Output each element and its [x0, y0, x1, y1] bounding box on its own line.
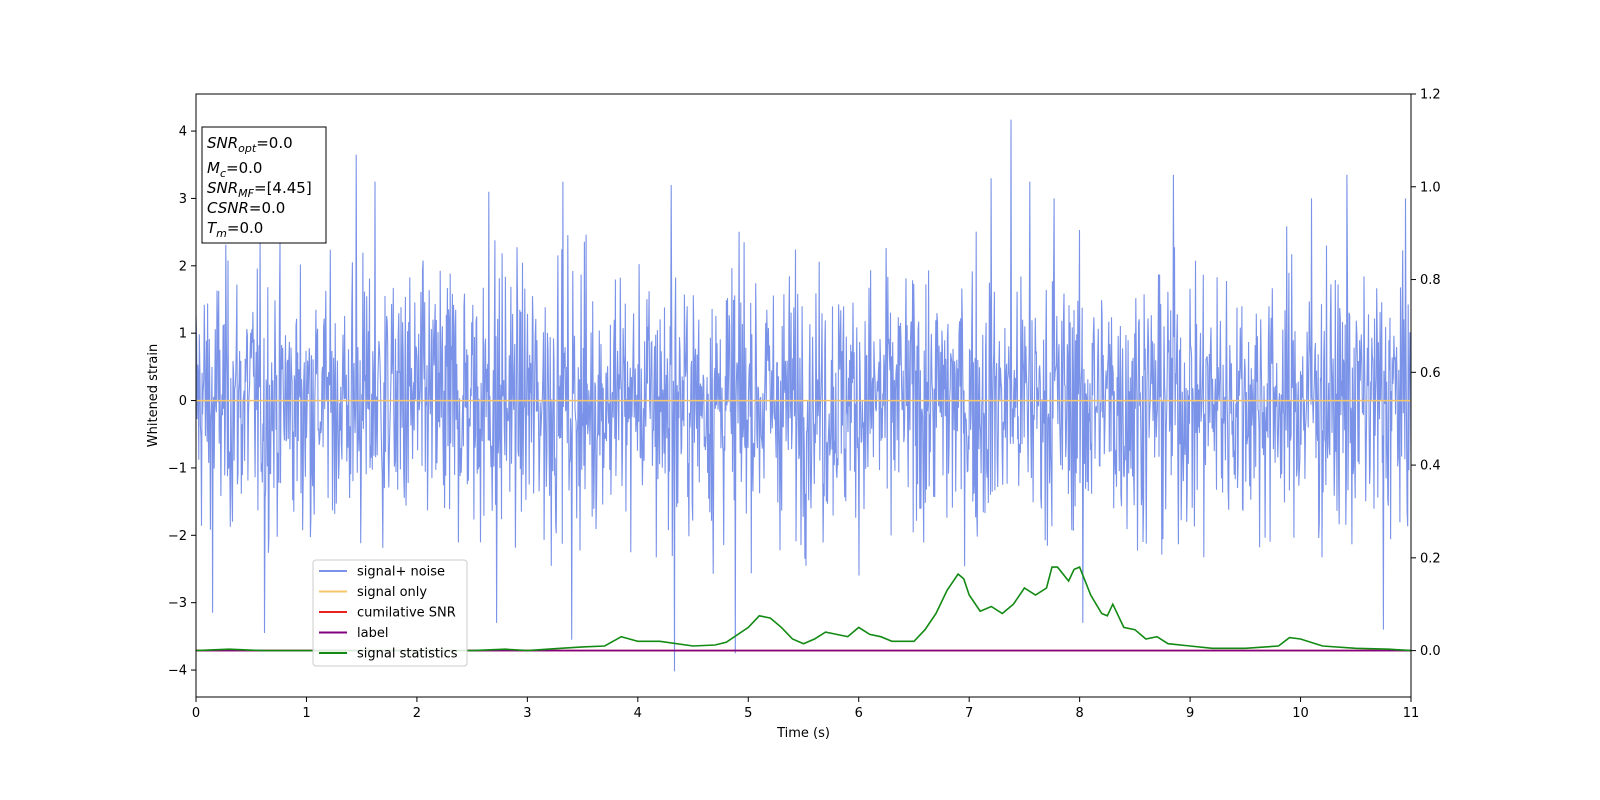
- x-tick-label: 4: [634, 706, 642, 721]
- x-tick-label: 9: [1186, 706, 1194, 721]
- y-left-tick-label: 3: [179, 192, 187, 207]
- y-left-tick-label: 1: [179, 327, 187, 342]
- x-tick-label: 1: [302, 706, 310, 721]
- y-right-axis-ticks: 0.0 0.2 0.4 0.6 0.8 1.0 1.2: [1411, 88, 1441, 659]
- x-tick-label: 10: [1292, 706, 1309, 721]
- y-left-tick-label: −3: [168, 596, 187, 611]
- y-left-tick-label: 0: [179, 394, 187, 409]
- y-left-tick-label: −2: [168, 529, 187, 544]
- x-tick-label: 5: [744, 706, 752, 721]
- y-axis-label: Whitened strain: [146, 344, 161, 447]
- plot-frame: [195, 93, 1412, 698]
- annotation-box-frame: [201, 126, 327, 244]
- y-right-tick-label: 0.6: [1420, 366, 1441, 381]
- annotation-line: SNRopt=0.0: [207, 134, 293, 155]
- x-tick-label: 8: [1075, 706, 1083, 721]
- y-right-tick-label: 0.0: [1420, 644, 1441, 659]
- annotation-line: Mc=0.0: [207, 159, 262, 180]
- x-tick-label: 7: [965, 706, 973, 721]
- y-right-tick-label: 1.0: [1420, 180, 1441, 195]
- x-axis-ticks: 0 1 2 3 4 5 6 7 8 9 10 11: [192, 697, 1419, 721]
- x-tick-label: 0: [192, 706, 200, 721]
- x-tick-label: 3: [523, 706, 531, 721]
- annotation-line: Tm=0.0: [207, 219, 263, 240]
- x-tick-label: 6: [855, 706, 863, 721]
- legend: signal+ noise signal only cumilative SNR la…: [312, 559, 468, 667]
- y-right-tick-label: 0.2: [1420, 551, 1441, 566]
- legend-entry-label: signal+ noise: [357, 565, 445, 580]
- y-right-tick-label: 1.2: [1420, 88, 1441, 103]
- y-left-tick-label: 2: [179, 259, 187, 274]
- y-left-tick-label: −4: [168, 664, 187, 679]
- legend-entry-label: label: [357, 626, 388, 641]
- y-left-tick-label: −1: [168, 461, 187, 476]
- y-left-tick-label: 4: [179, 125, 187, 140]
- legend-entry-label: signal only: [357, 585, 427, 600]
- signal-statistics-line: [196, 566, 1411, 652]
- legend-entry-label: cumilative SNR: [357, 606, 456, 621]
- y-right-tick-label: 0.8: [1420, 273, 1441, 288]
- y-left-axis-ticks: −4 −3 −2 −1 0 1 2 3 4: [168, 125, 196, 679]
- signal-noise-line: [196, 119, 1411, 672]
- x-tick-label: 11: [1403, 706, 1420, 721]
- annotation-line: CSNR=0.0: [207, 199, 285, 217]
- y-right-tick-label: 0.4: [1420, 459, 1441, 474]
- annotation-line: SNRMF=[4.45]: [207, 179, 312, 200]
- x-tick-label: 2: [413, 706, 421, 721]
- signal-noise-series: [196, 119, 1411, 672]
- legend-entry-label: signal statistics: [357, 647, 458, 662]
- x-axis-label: Time (s): [776, 726, 830, 741]
- legend-frame: [312, 559, 468, 667]
